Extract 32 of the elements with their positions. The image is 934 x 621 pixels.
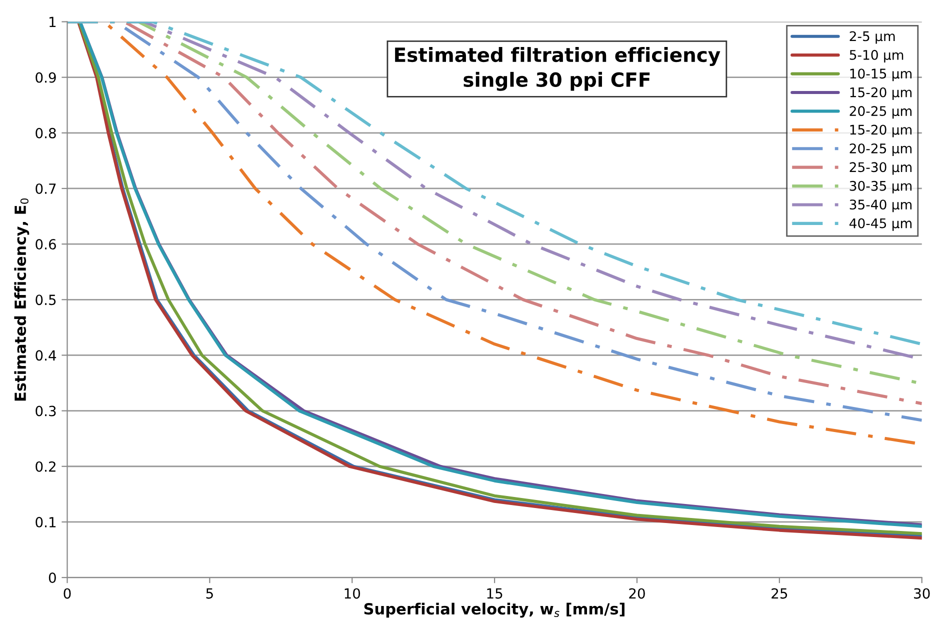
- y-tick-label: 0.3: [36, 406, 56, 416]
- x-tick-label: 30: [914, 588, 930, 599]
- legend-label: 20-25 µm: [850, 106, 912, 119]
- y-tick-label: 0.9: [36, 72, 56, 83]
- y-tick-label: 0.1: [36, 516, 56, 528]
- x-tick-label: 15: [487, 588, 502, 599]
- legend-label: 20-25 µm: [850, 143, 912, 156]
- y-tick-label: 0.6: [36, 239, 56, 250]
- y-tick-label: 0.7: [36, 183, 56, 194]
- x-tick-label: 0: [64, 588, 71, 599]
- y-tick-label: 0.4: [36, 350, 56, 361]
- legend-label: 30-35 µm: [850, 180, 912, 194]
- x-axis-title: Superficial velocity, w$_{s}$ [mm/s]: [364, 602, 624, 618]
- y-tick-label: 0.2: [36, 461, 56, 472]
- legend-label: 10-15 µm: [850, 68, 912, 82]
- y-tick-label: 0: [48, 572, 56, 584]
- x-tick-label: 10: [344, 588, 360, 599]
- legend-label: 5-10 µm: [850, 50, 904, 62]
- y-tick-label: 0.5: [36, 294, 56, 306]
- x-tick-label: 25: [772, 588, 788, 599]
- y-tick-label: 1: [50, 16, 56, 28]
- legend-label: 15-20 µm: [850, 87, 912, 100]
- legend-label: 2-5 µm: [850, 31, 895, 44]
- y-tick-label: 0.8: [36, 128, 56, 138]
- x-tick-label: 20: [629, 588, 645, 599]
- legend-label: 35-40 µm: [850, 200, 912, 212]
- x-tick-label: 5: [206, 588, 213, 599]
- legend-label: 15-20 µm: [850, 124, 912, 138]
- text: Estimated filtration efficiency single 30 ppi CFF: [395, 47, 720, 91]
- y-axis-title: Estimated Efficiency, E$_{0}$: [14, 198, 30, 401]
- legend-label: 25-30 µm: [850, 162, 912, 175]
- legend-label: 40-45 µm: [849, 218, 912, 231]
